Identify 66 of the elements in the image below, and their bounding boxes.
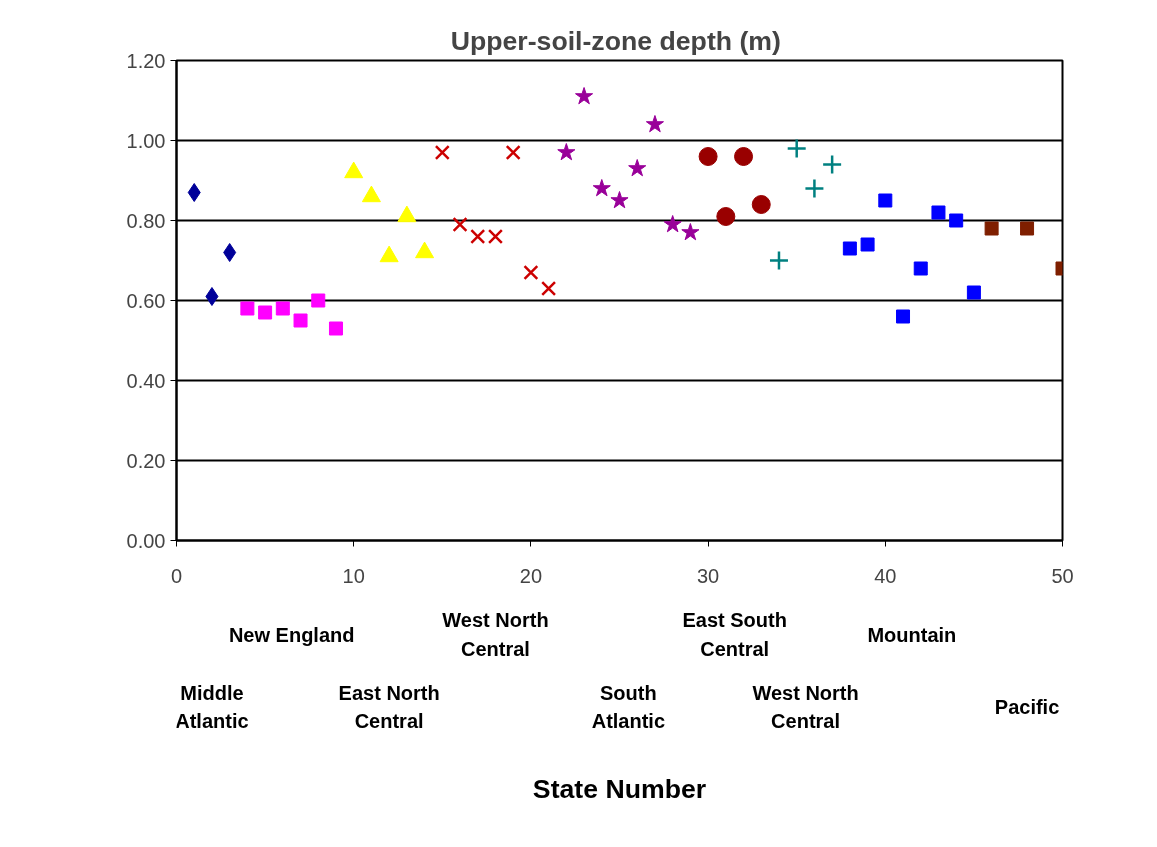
text: Middle Atlantic xyxy=(175,681,249,733)
point xyxy=(434,144,450,161)
y-tick-label: 1.20 xyxy=(126,49,166,72)
text: West North Central xyxy=(442,609,549,660)
point xyxy=(878,193,893,208)
point xyxy=(452,216,468,233)
point xyxy=(505,144,521,161)
x-tick-label: 30 xyxy=(696,564,720,587)
y-tick-label: 0.60 xyxy=(126,289,166,312)
point xyxy=(966,285,981,300)
point xyxy=(734,147,754,166)
point xyxy=(187,183,201,202)
text: South Atlantic xyxy=(591,681,666,733)
point xyxy=(557,143,576,161)
chart-title: Upper-soil-zone depth (m) xyxy=(450,25,781,56)
x-tick-label: 0 xyxy=(170,564,183,587)
point xyxy=(541,280,557,297)
y-tick-label: 1.00 xyxy=(126,129,166,152)
point xyxy=(223,243,237,262)
text: Pacific xyxy=(994,696,1060,719)
y-tick-label: 0.00 xyxy=(126,529,166,552)
point xyxy=(487,228,504,245)
point xyxy=(575,87,594,105)
point xyxy=(860,237,875,252)
point xyxy=(821,154,843,175)
y-tick-label: 0.20 xyxy=(126,449,166,472)
point xyxy=(949,213,964,228)
point xyxy=(275,301,290,316)
point xyxy=(663,215,682,233)
point xyxy=(681,223,700,241)
x-tick-label: 20 xyxy=(519,564,543,587)
point xyxy=(842,241,857,256)
point xyxy=(205,287,219,306)
point xyxy=(592,179,611,197)
point xyxy=(786,138,807,159)
point xyxy=(523,264,539,281)
point xyxy=(1020,221,1035,236)
y-tick-label: 0.40 xyxy=(126,369,166,392)
text: New England xyxy=(228,623,355,646)
text: East North Central xyxy=(338,681,440,733)
x-tick-label: 50 xyxy=(1051,564,1074,587)
point xyxy=(931,205,946,220)
text: Mountain xyxy=(867,623,957,646)
point xyxy=(293,313,308,328)
point xyxy=(896,309,911,324)
point xyxy=(258,305,273,320)
point xyxy=(610,191,629,209)
point xyxy=(470,228,486,245)
point xyxy=(645,115,664,133)
point xyxy=(804,178,825,199)
y-tick-label: 0.80 xyxy=(126,209,166,232)
point xyxy=(628,159,647,177)
x-tick-label: 40 xyxy=(874,564,897,587)
x-tick-label: 10 xyxy=(342,564,365,587)
point xyxy=(913,261,928,276)
point xyxy=(716,207,736,226)
text: East South Central xyxy=(682,609,787,660)
point xyxy=(984,221,999,236)
text: State Number xyxy=(532,773,707,804)
point xyxy=(311,293,326,308)
point xyxy=(698,147,718,166)
point xyxy=(751,195,771,214)
text: West North Central xyxy=(752,681,859,733)
point xyxy=(328,321,343,336)
point xyxy=(768,250,790,271)
point xyxy=(240,301,255,316)
